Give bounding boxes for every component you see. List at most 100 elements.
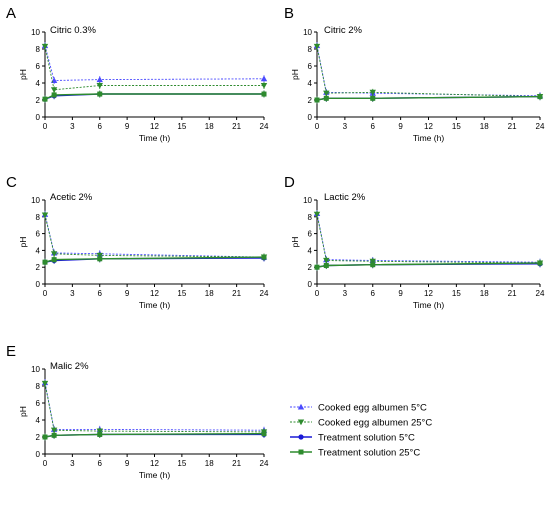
y-tick-label: 4 xyxy=(308,79,313,88)
x-axis-label: Time (h) xyxy=(413,300,444,310)
x-tick-label: 18 xyxy=(205,459,214,468)
series-line xyxy=(316,213,541,263)
y-tick-label: 10 xyxy=(31,28,40,37)
y-tick-label: 8 xyxy=(36,45,41,54)
data-point xyxy=(41,212,49,219)
data-point xyxy=(261,431,267,437)
panel-letter: C xyxy=(6,174,17,191)
data-point xyxy=(97,431,103,437)
x-tick-label: 15 xyxy=(177,459,186,468)
x-tick-label: 9 xyxy=(125,289,130,298)
y-tick-label: 2 xyxy=(36,433,41,442)
legend-marker xyxy=(297,419,305,426)
x-tick-label: 15 xyxy=(452,289,461,298)
legend-marker xyxy=(298,434,304,440)
data-point xyxy=(537,260,543,266)
y-tick-label: 6 xyxy=(36,399,41,408)
y-tick-label: 0 xyxy=(308,280,313,289)
data-point xyxy=(97,91,103,97)
data-point xyxy=(261,254,267,260)
y-tick-label: 0 xyxy=(36,113,41,122)
y-tick-label: 10 xyxy=(31,365,40,374)
panel-title: Citric 2% xyxy=(324,25,363,36)
series-line xyxy=(44,214,265,258)
x-tick-label: 3 xyxy=(70,459,75,468)
series-line xyxy=(44,256,265,263)
y-tick-label: 0 xyxy=(36,280,41,289)
series-line xyxy=(316,214,541,264)
data-point xyxy=(369,89,376,96)
legend-item: Cooked egg albumen 25°C xyxy=(290,418,432,429)
series-line xyxy=(44,93,264,100)
data-point xyxy=(42,434,48,440)
data-point xyxy=(50,427,58,434)
legend-label: Cooked egg albumen 25°C xyxy=(318,418,432,429)
y-tick-label: 6 xyxy=(36,62,41,71)
series-line xyxy=(44,382,265,431)
x-tick-label: 6 xyxy=(371,289,376,298)
legend-marker xyxy=(297,403,305,410)
y-tick-label: 2 xyxy=(36,96,41,105)
y-tick-label: 10 xyxy=(303,28,312,37)
y-tick-label: 4 xyxy=(36,246,41,255)
data-point xyxy=(314,97,320,103)
series-cooked-25 xyxy=(313,210,544,267)
y-axis-label: pH xyxy=(18,406,28,417)
legend-marker xyxy=(298,449,304,455)
y-tick-label: 4 xyxy=(36,416,41,425)
x-tick-label: 6 xyxy=(98,459,103,468)
series-cooked-5 xyxy=(313,209,544,266)
x-tick-label: 12 xyxy=(424,122,433,131)
legend-item: Cooked egg albumen 5°C xyxy=(290,403,427,414)
y-tick-label: 2 xyxy=(308,96,313,105)
x-tick-label: 6 xyxy=(371,122,376,131)
x-tick-label: 24 xyxy=(260,459,269,468)
y-tick-label: 2 xyxy=(308,263,313,272)
series-line xyxy=(44,383,265,433)
x-tick-label: 9 xyxy=(398,289,403,298)
x-tick-label: 15 xyxy=(452,122,461,131)
data-point xyxy=(370,95,376,101)
y-tick-label: 6 xyxy=(308,230,313,239)
y-tick-label: 0 xyxy=(36,450,41,459)
series-line xyxy=(44,45,265,81)
y-axis-label: pH xyxy=(290,69,300,80)
panel-title: Lactic 2% xyxy=(324,192,366,203)
x-tick-label: 3 xyxy=(343,289,348,298)
legend-label: Treatment solution 5°C xyxy=(318,433,415,444)
x-tick-label: 9 xyxy=(125,122,130,131)
x-tick-label: 21 xyxy=(508,122,517,131)
series-sol-5 xyxy=(42,90,267,103)
panel-letter: D xyxy=(284,174,295,191)
series-cooked-5 xyxy=(41,42,268,84)
series-sol-5 xyxy=(42,430,267,441)
series-line xyxy=(44,46,264,91)
x-tick-label: 18 xyxy=(480,122,489,131)
y-axis-label: pH xyxy=(18,69,28,80)
x-tick-label: 9 xyxy=(125,459,130,468)
data-point xyxy=(51,432,57,438)
y-tick-label: 10 xyxy=(303,196,312,205)
series-cooked-25 xyxy=(41,42,268,94)
data-point xyxy=(537,94,543,100)
data-point xyxy=(314,264,320,270)
y-tick-label: 8 xyxy=(36,382,41,391)
series-cooked-25 xyxy=(313,42,544,101)
y-tick-label: 8 xyxy=(36,213,41,222)
y-axis-label: pH xyxy=(18,237,28,248)
y-tick-label: 8 xyxy=(308,213,313,222)
x-tick-label: 21 xyxy=(508,289,517,298)
x-tick-label: 3 xyxy=(70,122,75,131)
x-tick-label: 0 xyxy=(315,289,320,298)
panel-letter: B xyxy=(284,5,294,22)
data-point xyxy=(41,380,49,387)
x-tick-label: 3 xyxy=(70,289,75,298)
x-axis-label: Time (h) xyxy=(139,300,170,310)
x-tick-label: 24 xyxy=(536,289,545,298)
x-axis-label: Time (h) xyxy=(139,133,170,143)
x-tick-label: 21 xyxy=(232,122,241,131)
